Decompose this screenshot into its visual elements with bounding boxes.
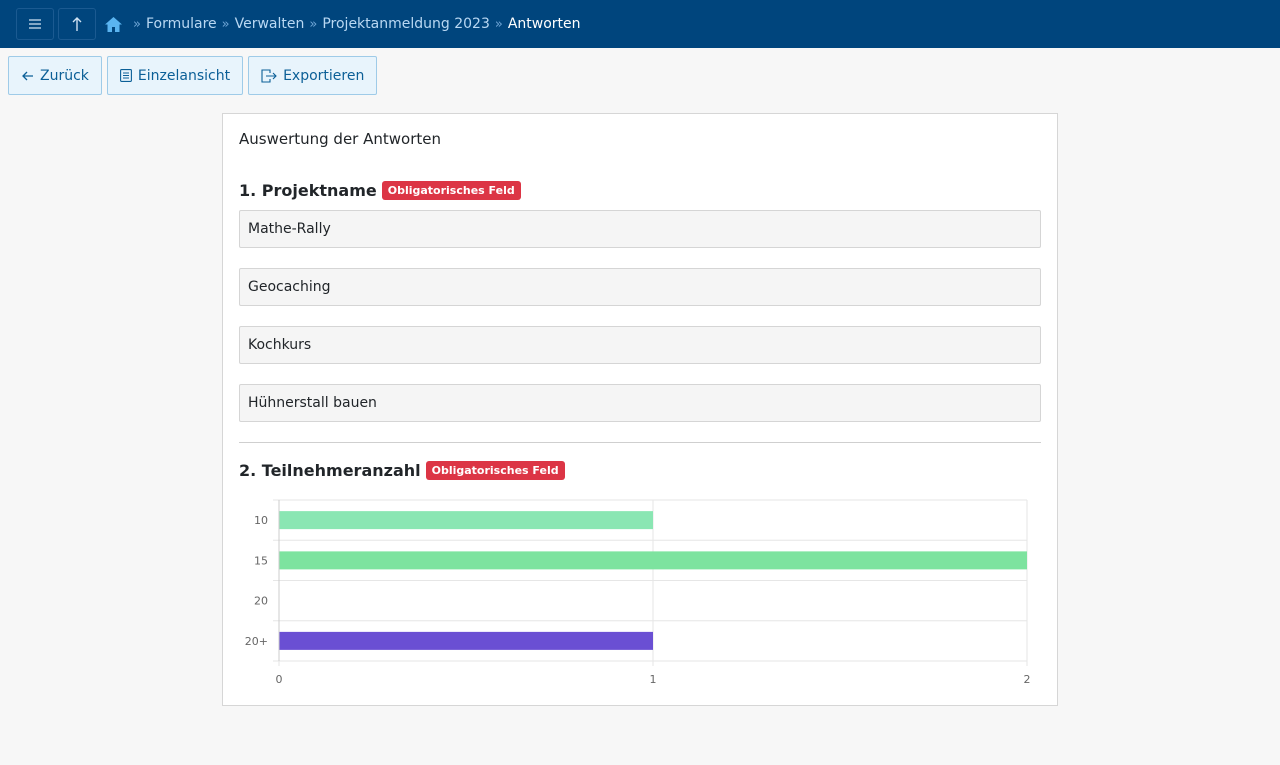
breadcrumb-verwalten[interactable]: Verwalten [234,16,305,32]
question-divider [239,442,1041,443]
parent-level-button[interactable] [58,8,96,40]
single-view-button[interactable]: Einzelansicht [106,56,244,95]
card-title: Auswertung der Antworten [239,130,441,148]
arrow-left-icon [21,70,34,82]
export-icon [261,68,277,83]
back-button[interactable]: Zurück [8,56,102,95]
breadcrumb-separator: » [494,16,503,32]
export-button-label: Exportieren [283,67,365,84]
x-tick-label: 1 [650,673,657,686]
required-badge: Obligatorisches Feld [381,181,521,200]
breadcrumb-separator: » [309,16,318,32]
breadcrumb-projektanmeldung[interactable]: Projektanmeldung 2023 [322,16,490,32]
export-button[interactable]: Exportieren [248,56,378,95]
question-2-title: 2. Teilnehmeranzahl [239,461,421,480]
x-tick-label: 2 [1024,673,1031,686]
question-2-header: 2. Teilnehmeranzahl Obligatorisches Feld [239,461,565,480]
y-tick-label: 10 [254,514,268,527]
bar-10 [279,511,653,530]
breadcrumb-current: Antworten [507,16,581,32]
back-button-label: Zurück [40,67,89,84]
home-icon[interactable] [104,16,123,33]
answer-item: Mathe-Rally [239,210,1041,248]
y-tick-label: 20 [254,595,268,608]
breadcrumb-formulare[interactable]: Formulare [145,16,217,32]
arrow-up-icon [71,16,83,32]
required-badge: Obligatorisches Feld [425,461,565,480]
y-tick-label: 20+ [245,635,268,648]
top-navigation-bar: » Formulare » Verwalten » Projektanmeldu… [0,0,1280,48]
x-tick-label: 0 [276,673,283,686]
menu-button[interactable] [16,8,54,40]
answer-item: Hühnerstall bauen [239,384,1041,422]
breadcrumb-separator: » [221,16,230,32]
breadcrumb-separator: » [133,16,141,32]
question-1-header: 1. Projektname Obligatorisches Feld [239,181,521,200]
single-view-button-label: Einzelansicht [137,67,231,84]
breadcrumb: » Formulare » Verwalten » Projektanmeldu… [104,0,581,48]
participants-bar-chart: 0 1 2 10 15 20 20+ [245,499,1031,686]
list-icon [119,69,132,82]
responses-card: Auswertung der Antworten 1. Projektname … [222,113,1058,706]
answer-item: Kochkurs [239,326,1041,364]
question-1-title: 1. Projektname [239,181,377,200]
bar-15 [279,551,1027,570]
answer-item: Geocaching [239,268,1041,306]
y-tick-label: 15 [254,554,268,567]
bar-20+ [279,631,653,650]
menu-icon [28,18,42,30]
action-toolbar: Zurück Einzelansicht Exportieren [8,56,378,95]
